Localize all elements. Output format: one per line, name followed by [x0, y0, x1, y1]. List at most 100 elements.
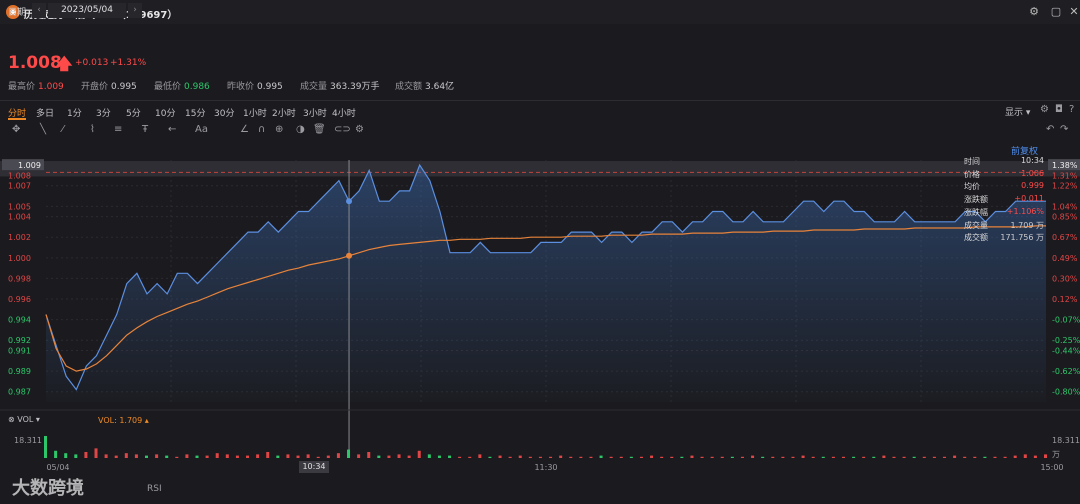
date-picker[interactable]: 2023/05/04: [48, 3, 126, 18]
period-tab-8[interactable]: 1小时: [243, 109, 267, 119]
stat-1: 开盘价 0.995: [81, 79, 137, 92]
volume-bar: [306, 454, 310, 458]
close-button[interactable]: ✕: [1069, 5, 1079, 18]
volume-bar: [437, 455, 441, 458]
volume-bar: [44, 436, 47, 458]
volume-bar: [286, 454, 290, 458]
volume-bar: [478, 454, 482, 458]
drawing-tool-14-icon[interactable]: ⚙: [355, 124, 364, 135]
period-tab-10[interactable]: 3小时: [303, 109, 327, 119]
change-amount: +0.013: [75, 58, 109, 68]
volume-bar: [953, 455, 957, 458]
restore-rights-button[interactable]: 前复权: [1011, 147, 1039, 157]
tooltip-key: 涨跌幅: [964, 207, 988, 217]
drawing-tool-13-icon[interactable]: ⊂⊃: [334, 124, 351, 135]
volume-bar: [74, 454, 78, 458]
last-price: 1.008: [8, 53, 62, 73]
date-label: 日期: [8, 8, 27, 18]
period-tab-9[interactable]: 2小时: [272, 109, 296, 119]
tooltip-row: 涨跌幅 +1.106%: [964, 207, 1044, 218]
stat-value: 1.009: [38, 82, 64, 92]
period-tab-5[interactable]: 10分: [155, 109, 176, 119]
tooltip-key: 成交额: [964, 233, 988, 243]
drawing-tool-6-icon[interactable]: ←: [168, 124, 177, 135]
price-box-left-text: 1.009: [18, 161, 41, 170]
tooltip-value: 1.006: [1021, 168, 1044, 178]
volume-bar: [862, 456, 866, 458]
volume-bar: [983, 456, 987, 458]
volume-bar: [114, 455, 118, 458]
undo-icon[interactable]: ↶: [1046, 124, 1055, 135]
volume-bar: [821, 456, 825, 458]
maximize-button[interactable]: ▢: [1050, 5, 1062, 18]
volume-bar: [256, 454, 260, 458]
redo-icon[interactable]: ↷: [1060, 124, 1069, 135]
volume-bar: [720, 456, 724, 458]
date-next-button[interactable]: ›: [128, 3, 142, 18]
volume-bar: [791, 456, 795, 458]
drawing-tool-11-icon[interactable]: ◑: [296, 124, 305, 135]
stat-value: 0.995: [257, 82, 283, 92]
volume-bar: [892, 456, 896, 458]
period-tab-1[interactable]: 多日: [36, 109, 55, 119]
period-tab-4[interactable]: 5分: [126, 109, 141, 119]
period-tab-6[interactable]: 15分: [185, 109, 206, 119]
period-tab-7[interactable]: 30分: [214, 109, 235, 119]
drawing-tool-3-icon[interactable]: ⌇: [90, 124, 95, 135]
drawing-tool-7-icon[interactable]: Aa: [195, 124, 208, 135]
stat-value: 363.39万手: [330, 82, 380, 92]
volume-bar: [215, 453, 219, 458]
period-tab-2[interactable]: 1分: [67, 109, 82, 119]
volume-bar: [266, 451, 270, 458]
volume-bar: [781, 456, 785, 458]
volume-bar: [811, 456, 815, 458]
help-icon[interactable]: ?: [1069, 104, 1075, 115]
y-tick-right: 0.49%: [1052, 254, 1078, 263]
drawing-tool-9-icon[interactable]: ∩: [258, 124, 266, 135]
drawing-tool-12-icon[interactable]: 🗑: [313, 124, 326, 135]
volume-bar: [528, 456, 532, 458]
settings-window-icon[interactable]: ⚙: [1029, 5, 1039, 18]
stat-0: 最高价 1.009: [8, 79, 64, 92]
price-chart[interactable]: 1.009 1.38% 1.008 1.31% 1.007 1.22% 1.005 1.04%…: [0, 140, 1080, 480]
crosshair-avg-dot: [346, 252, 353, 259]
settings-icon[interactable]: ⚙: [1040, 104, 1049, 115]
volume-bar: [932, 456, 936, 458]
y-tick-left: 0.994: [8, 316, 31, 325]
volume-bar: [973, 456, 977, 458]
period-tab-3[interactable]: 3分: [96, 109, 111, 119]
drawing-tool-4-icon[interactable]: ≡: [114, 124, 123, 135]
period-tab-0[interactable]: 分时: [8, 109, 27, 119]
drawing-tool-8-icon[interactable]: ∠: [240, 124, 249, 135]
drawing-tool-0-icon[interactable]: ✥: [12, 124, 21, 135]
y-tick-left: 1.007: [8, 182, 31, 191]
y-tick-right: 1.31%: [1052, 171, 1078, 180]
drawing-tool-5-icon[interactable]: Ŧ: [142, 124, 149, 135]
drawing-tool-10-icon[interactable]: ⊕: [275, 124, 284, 135]
y-tick-right: -0.80%: [1052, 388, 1080, 397]
drawing-tool-1-icon[interactable]: ╲: [40, 124, 47, 135]
stat-5: 成交额 3.64亿: [395, 79, 454, 92]
price-line: [45, 163, 1046, 391]
display-menu-button[interactable]: 显示 ▾: [1005, 108, 1031, 118]
drawing-tool-2-icon[interactable]: ⁄: [62, 124, 64, 135]
tooltip-value: +1.106%: [1006, 206, 1044, 216]
volume-bar: [316, 456, 320, 458]
volume-bar: [387, 455, 391, 458]
y-tick-left: 0.992: [8, 336, 31, 345]
volume-bar: [619, 456, 623, 458]
camera-icon[interactable]: ◘: [1055, 104, 1063, 115]
date-prev-button[interactable]: ‹: [32, 3, 46, 18]
crosshair-tooltip: 时间 10:34 价格 1.006 均价 0.999 涨跌额 +0.011 涨跌幅 +1.106%…: [960, 156, 1046, 248]
period-tab-11[interactable]: 4小时: [332, 109, 356, 119]
y-tick-left: 1.000: [8, 254, 31, 263]
indicator-rsi-tab[interactable]: RSI: [147, 484, 162, 494]
volume-indicator-label[interactable]: ⊗ VOL ▾: [8, 415, 40, 424]
y-tick-left: 0.991: [8, 347, 31, 356]
volume-bar: [124, 453, 128, 458]
up-arrow-icon: 🡅: [56, 54, 73, 73]
cursor-time-label: 10:34: [299, 461, 329, 473]
tooltip-key: 时间: [964, 157, 980, 166]
volume-bar: [235, 455, 239, 458]
volume-bar: [993, 456, 997, 458]
